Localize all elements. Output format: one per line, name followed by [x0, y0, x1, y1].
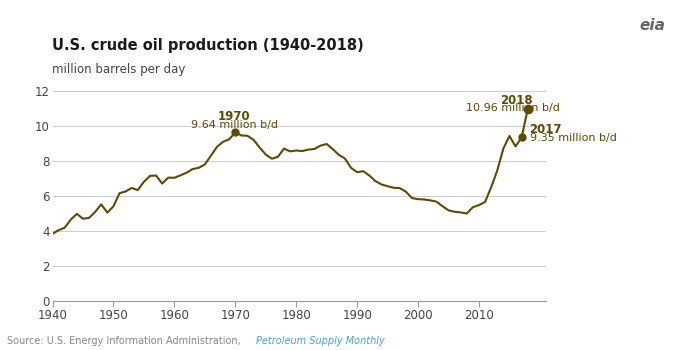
- Text: 9.64 million b/d: 9.64 million b/d: [190, 120, 278, 130]
- Text: million barrels per day: million barrels per day: [52, 63, 186, 76]
- Text: 10.96 million b/d: 10.96 million b/d: [466, 103, 559, 113]
- Text: Source: U.S. Energy Information Administration,: Source: U.S. Energy Information Administ…: [7, 336, 244, 346]
- Text: 2018: 2018: [500, 94, 533, 107]
- Text: 9.35 million b/d: 9.35 million b/d: [529, 133, 617, 143]
- Text: 1970: 1970: [218, 110, 251, 123]
- Text: Petroleum Supply Monthly: Petroleum Supply Monthly: [256, 336, 384, 346]
- Text: 2017: 2017: [529, 122, 562, 135]
- Text: U.S. crude oil production (1940-2018): U.S. crude oil production (1940-2018): [52, 38, 364, 53]
- Text: eia: eia: [639, 18, 665, 33]
